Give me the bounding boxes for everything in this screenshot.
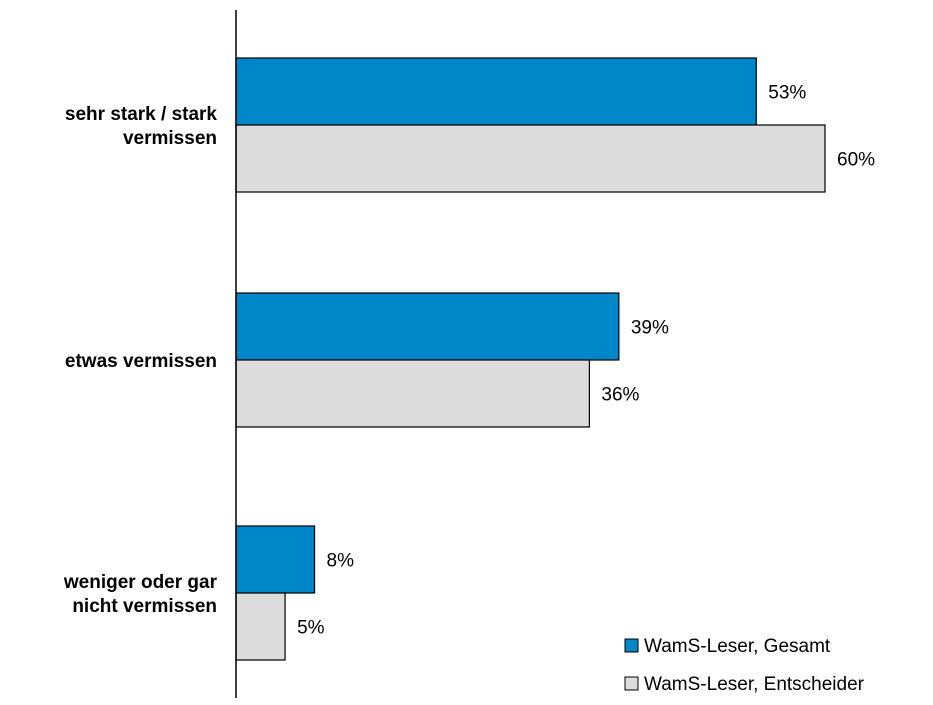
category-label-0-line-0: sehr stark / stark bbox=[65, 104, 218, 125]
legend: WamS-Leser, Gesamt WamS-Leser, Entscheide… bbox=[624, 636, 865, 695]
category-label-1-line-0: etwas vermissen bbox=[65, 351, 217, 372]
category-label-2-line-0: weniger oder gar bbox=[63, 572, 218, 593]
bar-entscheider-0 bbox=[235, 124, 826, 193]
legend-label-gesamt: WamS-Leser, Gesamt bbox=[644, 636, 831, 657]
bars-layer bbox=[235, 57, 826, 661]
bar-entscheider-2 bbox=[235, 592, 286, 661]
category-label-0-line-1: vermissen bbox=[123, 128, 217, 149]
legend-label-entscheider: WamS-Leser, Entscheider bbox=[644, 674, 865, 695]
bar-entscheider-1 bbox=[235, 359, 590, 428]
bar-gesamt-1 bbox=[235, 292, 620, 361]
data-label-gesamt-0: 53% bbox=[768, 83, 806, 104]
bar-gesamt-2 bbox=[235, 525, 316, 594]
data-label-gesamt-2: 8% bbox=[327, 551, 355, 572]
data-label-entscheider-2: 5% bbox=[297, 618, 325, 639]
data-label-gesamt-1: 39% bbox=[631, 318, 669, 339]
data-label-entscheider-1: 36% bbox=[601, 385, 639, 406]
category-label-2-line-1: nicht vermissen bbox=[72, 596, 217, 617]
labels-layer: 53% 60% sehr stark / stark vermissen 39% 36% e… bbox=[63, 83, 875, 639]
bar-gesamt-0 bbox=[235, 57, 757, 126]
legend-swatch-gesamt bbox=[624, 638, 639, 653]
data-label-entscheider-0: 60% bbox=[837, 150, 875, 171]
legend-swatch-entscheider bbox=[624, 676, 639, 691]
